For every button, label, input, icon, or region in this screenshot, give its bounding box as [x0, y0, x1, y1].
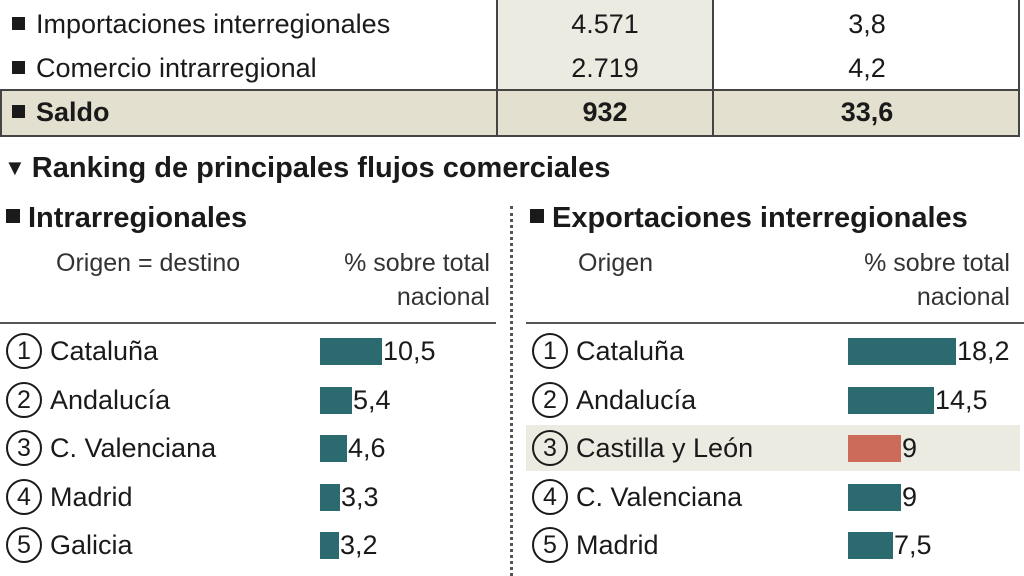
summary-row-comercio: Comercio intrarregional 2.719 4,2 [0, 46, 1020, 90]
region-name: Cataluña [50, 336, 159, 366]
bar-value-label: 9 [902, 433, 918, 463]
rank-number: 2 [6, 381, 42, 418]
saldo-border-bottom [0, 135, 1020, 137]
bar-value-label: 7,5 [894, 530, 932, 560]
summary-value: 932 [582, 97, 628, 127]
bar [848, 483, 901, 511]
summary-label: Importaciones interregionales [36, 9, 391, 39]
rank-number: 1 [6, 333, 42, 369]
bar-value-label: 3,3 [341, 481, 379, 512]
rank-number: 4 [532, 478, 568, 515]
ranking-row: 3 Castilla y León 9 [526, 425, 1020, 471]
ranking-row: 3 C. Valenciana 4,6 [0, 425, 500, 471]
bullet-square-icon [12, 17, 25, 30]
bar [848, 338, 956, 365]
bar-value-label: 4,6 [348, 433, 386, 463]
ranking-row: 5 Madrid 7,5 [526, 522, 1020, 568]
ranking-title: ▼ Ranking de principales flujos comercial… [4, 152, 611, 184]
bullet-square-icon [12, 105, 25, 118]
rank-number: 5 [6, 527, 42, 563]
summary-pct: 3,8 [848, 9, 886, 39]
rank-number: 3 [6, 430, 42, 466]
summary-value: 4.571 [571, 9, 639, 39]
bar-value-label: 14,5 [935, 384, 988, 415]
summary-label: Comercio intrarregional [36, 53, 317, 83]
panel-title-exportaciones: Exportaciones interregionales [530, 202, 968, 235]
region-name: Madrid [50, 481, 133, 512]
bar [320, 338, 382, 365]
region-name: C. Valenciana [576, 481, 743, 512]
bullet-square-icon [6, 209, 20, 223]
header-rule [526, 322, 1024, 324]
col-header-origen: Origen = destino [56, 249, 241, 277]
bullet-square-icon [12, 61, 25, 74]
rank-number: 5 [532, 527, 568, 563]
table-divider-vertical [712, 0, 714, 137]
region-name: Cataluña [576, 336, 685, 366]
ranking-row: 2 Andalucía 5,4 [0, 377, 500, 423]
header-rule [0, 322, 496, 324]
bar-value-label: 9 [902, 481, 918, 512]
table-border-left [0, 90, 2, 137]
summary-row-importaciones: Importaciones interregionales 4.571 3,8 [0, 2, 1020, 46]
bar [320, 532, 339, 559]
saldo-row-shade [0, 90, 1020, 136]
saldo-border-top [0, 89, 1020, 91]
summary-pct: 33,6 [840, 97, 894, 127]
bar-value-label: 18,2 [957, 336, 1010, 366]
region-name: C. Valenciana [50, 433, 217, 463]
region-name: Andalucía [50, 384, 171, 415]
table-border-right [1018, 0, 1020, 137]
ranking-row: 5 Galicia 3,2 [0, 522, 500, 568]
summary-pct: 4,2 [848, 53, 886, 83]
bullet-square-icon [530, 209, 544, 223]
region-name: Galicia [50, 530, 133, 560]
region-name: Andalucía [576, 384, 697, 415]
table-divider-vertical [496, 0, 498, 137]
panel-title-intrarregionales: Intrarregionales [6, 202, 247, 235]
rank-number: 1 [532, 333, 568, 369]
ranking-row: 1 Cataluña 18,2 [526, 328, 1020, 374]
rank-number: 4 [6, 478, 42, 515]
col-header-origen: Origen [578, 249, 654, 277]
ranking-row: 4 C. Valenciana 9 [526, 474, 1020, 520]
bar [848, 386, 934, 414]
col-header-percent: % sobre total nacional [864, 249, 1010, 311]
value-column-shade [497, 0, 713, 90]
bar-value-label: 5,4 [353, 384, 391, 415]
ranking-row: 1 Cataluña 10,5 [0, 328, 500, 374]
bar [320, 435, 347, 462]
bar-value-label: 10,5 [383, 336, 436, 366]
summary-row-saldo: Saldo 932 33,6 [0, 90, 1020, 134]
summary-value: 2.719 [571, 53, 639, 83]
region-name: Castilla y León [576, 433, 754, 463]
rank-number: 3 [532, 430, 568, 466]
summary-label: Saldo [36, 97, 110, 127]
bar [320, 386, 352, 414]
triangle-down-icon: ▼ [4, 155, 26, 180]
bar-value-label: 3,2 [340, 530, 378, 560]
col-header-percent: % sobre total nacional [344, 249, 490, 311]
panel-separator [510, 206, 513, 576]
ranking-row: 2 Andalucía 14,5 [526, 377, 1020, 423]
bar [320, 483, 340, 511]
region-name: Madrid [576, 530, 659, 560]
rank-number: 2 [532, 381, 568, 418]
bar [848, 532, 893, 559]
ranking-row: 4 Madrid 3,3 [0, 474, 500, 520]
bar [848, 435, 901, 462]
